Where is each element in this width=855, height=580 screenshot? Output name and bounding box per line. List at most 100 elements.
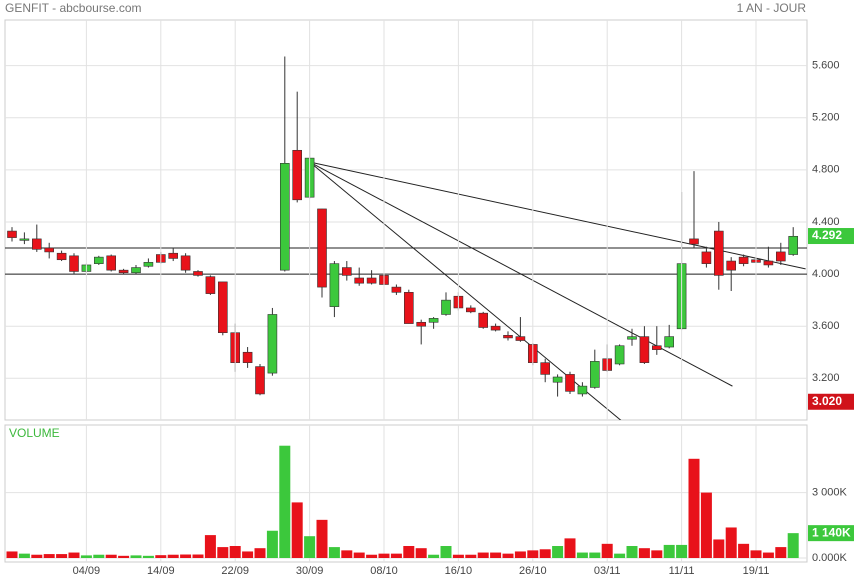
candle-body — [341, 267, 352, 276]
candle-body — [317, 208, 327, 288]
candle-body — [713, 230, 724, 276]
volume-bar — [31, 554, 43, 558]
volume-bar — [428, 554, 440, 558]
candle-body — [788, 235, 799, 255]
candle-body — [180, 255, 191, 271]
volume-bar — [452, 554, 464, 558]
volume-bar — [787, 533, 799, 558]
volume-bar — [713, 539, 725, 558]
volume-bar — [155, 555, 167, 558]
volume-panel — [4, 424, 808, 563]
candle-body — [738, 256, 749, 264]
candle-body — [515, 336, 526, 341]
candle-body — [7, 230, 17, 238]
candle-body — [577, 385, 588, 395]
volume-bar — [514, 551, 526, 558]
volume-bar — [118, 555, 130, 558]
candle-body — [106, 255, 116, 271]
candle-body — [391, 286, 402, 293]
volume-bar — [638, 548, 650, 558]
candle-body — [131, 267, 141, 274]
x-tick-label: 30/09 — [296, 565, 324, 577]
y-tick-label: 3.600 — [812, 320, 840, 332]
volume-bar — [43, 554, 55, 558]
candle-body — [168, 252, 178, 259]
y-tick-label: 0.000K — [812, 552, 848, 564]
volume-bar — [626, 546, 638, 558]
candle-body — [639, 336, 650, 363]
x-tick-label: 03/11 — [594, 565, 621, 577]
candle-body — [193, 271, 203, 276]
candle-body — [726, 260, 737, 271]
volume-bar — [353, 552, 365, 558]
volume-bar — [614, 553, 626, 558]
period-label: 1 AN - JOUR — [737, 1, 807, 15]
volume-bar — [750, 550, 762, 558]
y-tick-label: 4.800 — [812, 164, 840, 176]
volume-bar — [6, 551, 18, 558]
volume-bar — [279, 445, 291, 558]
candle-body — [94, 256, 104, 264]
volume-bar — [465, 554, 477, 558]
price-panel — [4, 19, 808, 421]
candle-body — [664, 336, 675, 348]
candle-body — [44, 247, 55, 253]
volume-bar — [403, 546, 415, 558]
y-tick-label: 5.600 — [812, 60, 840, 72]
candle-body — [490, 325, 501, 331]
candle-body — [366, 277, 377, 284]
volume-bar — [93, 554, 105, 558]
volume-bar — [415, 548, 427, 558]
candle-body — [218, 281, 228, 334]
candle-body — [478, 312, 489, 328]
volume-bar — [68, 552, 80, 558]
volume-bar — [490, 552, 502, 558]
y-tick-label: 3 000K — [812, 486, 848, 498]
price-marker — [808, 228, 854, 245]
candle-body — [267, 314, 278, 374]
candle-body — [627, 336, 637, 340]
candle-body — [428, 318, 439, 323]
candle-body — [589, 361, 600, 388]
candle-body — [540, 362, 551, 375]
candle-body — [255, 366, 265, 395]
candle-body — [651, 345, 662, 350]
price-plot — [5, 56, 807, 420]
volume-bar — [601, 543, 613, 558]
candle-body — [354, 277, 365, 284]
volume-bar — [304, 536, 316, 558]
x-tick-label: 08/10 — [370, 565, 398, 577]
y-tick-label: 3.200 — [812, 372, 840, 384]
volume-bar — [663, 544, 675, 558]
x-tick-label: 19/11 — [743, 565, 770, 577]
volume-marker-label: 1 140K — [812, 525, 851, 539]
volume-bar — [725, 527, 737, 558]
price-marker — [808, 393, 854, 410]
volume-bar — [502, 553, 514, 558]
candle-body — [56, 252, 67, 261]
candle-body — [701, 251, 712, 264]
volume-bar — [204, 535, 216, 558]
volume-bar — [589, 552, 601, 558]
volume-bar — [676, 544, 688, 558]
candle-body — [552, 376, 563, 383]
candle-body — [441, 299, 451, 315]
volume-bar — [527, 550, 539, 558]
volume-title: VOLUME — [9, 426, 60, 440]
candle-body — [292, 149, 303, 201]
volume-bar — [142, 555, 154, 558]
candle-body — [143, 262, 154, 267]
volume-bar — [700, 492, 712, 558]
candle-body — [763, 260, 774, 266]
candle-body — [19, 238, 30, 241]
y-tick-label: 4.000 — [812, 268, 840, 280]
volume-bar — [291, 502, 303, 558]
volume-bar — [105, 554, 117, 558]
y-tick-label: 4.400 — [812, 216, 840, 228]
candle-body — [503, 335, 513, 339]
price-marker-label: 4.292 — [812, 228, 842, 242]
candle-body — [689, 238, 699, 245]
volume-bar — [688, 458, 700, 558]
volume-bar — [477, 552, 489, 558]
volume-bar — [180, 554, 192, 558]
